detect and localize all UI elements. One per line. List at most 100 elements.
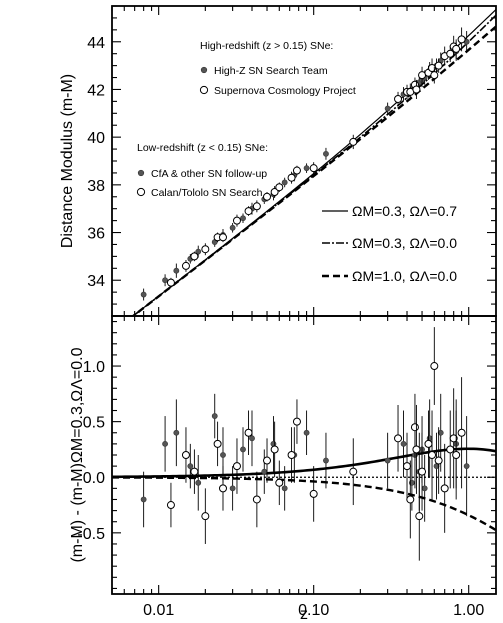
data-point-filled — [303, 429, 310, 436]
data-point-open — [412, 85, 421, 94]
y-tick-label: 0.0 — [83, 470, 105, 487]
model-curve-dashed — [131, 25, 496, 316]
data-point-open — [434, 456, 443, 465]
data-point-open — [244, 207, 253, 216]
data-point-filled — [162, 440, 168, 447]
data-point-open — [252, 202, 261, 211]
data-point-filled — [281, 179, 288, 186]
data-point-open — [201, 245, 210, 254]
data-point-open — [292, 166, 301, 175]
model-label-open: ΩM=0.3, ΩΛ=0.0 — [352, 235, 457, 251]
legend-marker-scp — [199, 85, 209, 95]
data-point-open — [424, 439, 433, 448]
model-curve-dashed — [112, 476, 496, 532]
data-point-open — [394, 95, 403, 103]
data-point-filled — [303, 165, 310, 172]
x-tick-label: 1.00 — [453, 602, 484, 619]
data-point-open — [190, 252, 199, 261]
data-point-open — [309, 489, 318, 498]
data-point-open — [263, 192, 272, 201]
data-point-open — [434, 61, 443, 70]
legend-marker-cfa — [137, 169, 145, 177]
data-point-open — [457, 428, 466, 437]
data-point-open — [412, 445, 421, 454]
data-point-open — [181, 261, 190, 270]
data-point-open — [166, 278, 175, 287]
data-point-open — [403, 462, 412, 471]
model-label-flat-matter: ΩM=1.0, ΩΛ=0.0 — [352, 268, 457, 284]
data-point-filled — [240, 446, 246, 453]
bottom-y-axis-label: (m-M) - (m-M)ΩM=0.3,ΩΛ=0.0 — [69, 347, 86, 562]
data-point-open — [166, 501, 175, 510]
data-point-filled — [140, 291, 147, 298]
data-point-open — [410, 423, 419, 432]
y-tick-label: 1.0 — [83, 359, 105, 376]
top-y-axis-label: Distance Modulus (m-M) — [59, 74, 76, 248]
y-tick-label: 44 — [87, 35, 105, 52]
data-point-filled — [400, 440, 407, 447]
data-point-open — [252, 495, 261, 504]
data-point-filled — [162, 277, 168, 284]
y-tick-label: 42 — [87, 82, 105, 99]
y-tick-label: 36 — [87, 226, 105, 243]
data-point-open — [275, 478, 284, 487]
data-point-filled — [384, 105, 391, 112]
data-point-open — [263, 456, 272, 465]
data-point-filled — [173, 267, 180, 274]
data-point-open — [446, 445, 455, 454]
x-axis-label: z — [300, 606, 308, 623]
legend-marker-high-z-team — [200, 66, 208, 74]
data-point-open — [452, 44, 461, 53]
data-point-filled — [140, 496, 147, 503]
bottom-panel: -0.5 0.0 0.5 1.0 0.01 0.10 1.00 (m-M) - (m-M)Ω… — [69, 315, 497, 623]
x-tick-label: 0.10 — [298, 602, 329, 619]
plot-clip-group — [112, 327, 496, 561]
data-point-filled — [437, 429, 444, 436]
data-point-filled — [220, 452, 226, 458]
data-point-open — [287, 451, 296, 459]
legend-low-z-heading: Low-redshift (z < 0.15) SNe: — [137, 142, 268, 154]
data-point-open — [406, 495, 415, 504]
data-point-open — [287, 173, 296, 182]
legend-high-z-heading: High-redshift (z > 0.15) SNe: — [200, 40, 333, 52]
data-point-open — [270, 188, 279, 196]
data-point-open — [218, 233, 227, 242]
data-point-filled — [281, 485, 288, 492]
top-plot-area — [131, 9, 496, 316]
data-point-filled — [249, 435, 255, 442]
data-point-open — [213, 439, 222, 448]
data-point-open — [270, 445, 279, 454]
data-point-open — [430, 71, 439, 80]
legend-item-calan-tololo: Calan/Tololo SN Search — [151, 187, 263, 199]
bottom-plot-area — [112, 327, 496, 561]
data-point-filled — [211, 413, 218, 419]
y-tick-label: 40 — [87, 130, 105, 147]
data-point-open — [394, 434, 403, 443]
data-point-open — [418, 467, 427, 476]
data-point-open — [449, 434, 458, 443]
data-point-open — [218, 484, 227, 493]
data-point-open — [452, 451, 461, 459]
data-point-open — [446, 49, 455, 58]
data-point-filled — [323, 150, 329, 157]
data-point-filled — [421, 485, 428, 492]
legend-item-scp: Supernova Cosmology Project — [214, 85, 356, 97]
data-point-open — [309, 164, 318, 173]
y-tick-label: 34 — [87, 273, 105, 290]
data-point-filled — [323, 457, 329, 464]
data-point-open — [275, 183, 284, 192]
top-legend: High-redshift (z > 0.15) SNe: High-Z SN … — [136, 40, 356, 199]
data-point-filled — [229, 224, 236, 231]
data-point-open — [349, 467, 358, 476]
data-point-filled — [229, 485, 236, 492]
plot-clip-group — [131, 9, 496, 316]
y-tick-label: -0.5 — [77, 526, 105, 543]
data-point-open — [430, 362, 439, 371]
y-tick-label: 0.5 — [83, 415, 105, 432]
data-point-open — [181, 451, 190, 459]
top-axis-ticks: 34 36 38 40 42 44 — [87, 5, 496, 317]
legend-marker-calan-tololo — [136, 187, 146, 197]
data-point-open — [440, 484, 449, 493]
data-point-open — [457, 35, 466, 44]
